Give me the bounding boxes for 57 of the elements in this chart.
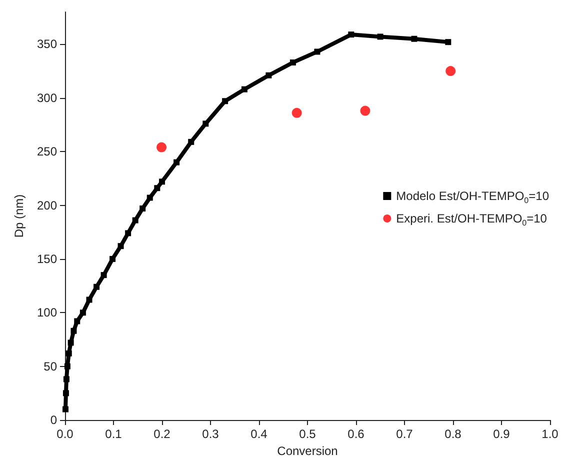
point <box>64 363 70 370</box>
y-tick-label: 150 <box>36 252 58 266</box>
point <box>66 350 72 356</box>
point <box>86 296 92 303</box>
x-tick-label: 0.8 <box>444 427 462 441</box>
point <box>202 120 209 127</box>
point <box>74 318 80 324</box>
point <box>63 376 70 382</box>
point <box>125 230 132 236</box>
point <box>62 406 68 412</box>
point <box>70 328 77 334</box>
y-tick-label: 100 <box>36 306 58 320</box>
y-tick-label: 300 <box>36 90 58 105</box>
point <box>446 66 456 76</box>
point <box>360 106 370 116</box>
point <box>266 72 272 78</box>
point <box>222 98 228 104</box>
point <box>100 272 107 278</box>
point <box>290 59 296 66</box>
point <box>154 185 160 192</box>
x-tick-label: 0.5 <box>299 427 316 441</box>
x-tick-label: 0.6 <box>348 427 365 441</box>
point <box>146 194 153 201</box>
point <box>110 256 116 262</box>
point <box>445 39 452 46</box>
y-tick-label: 250 <box>36 144 58 159</box>
y-tick-label: 50 <box>44 359 58 374</box>
x-axis-title: Conversion <box>277 444 338 458</box>
point <box>132 217 138 224</box>
point <box>94 284 100 290</box>
point <box>140 205 146 212</box>
point <box>156 142 167 152</box>
y-tick-label: 350 <box>36 37 58 52</box>
x-tick-label: 0.3 <box>202 427 220 441</box>
point <box>348 32 354 38</box>
point <box>241 86 248 92</box>
y-tick-label: 0 <box>50 413 58 427</box>
point <box>188 138 194 145</box>
point <box>377 34 384 40</box>
y-axis-title: Dp (nm) <box>12 194 26 238</box>
point <box>68 340 74 346</box>
x-tick-label: 0.4 <box>250 427 268 441</box>
point <box>118 243 124 250</box>
x-tick-label: 1.0 <box>542 427 559 441</box>
x-tick-label: 0.0 <box>56 427 74 441</box>
point <box>62 390 69 396</box>
point <box>314 48 320 55</box>
x-tick-label: 0.1 <box>105 427 122 441</box>
y-tick-label: 200 <box>36 198 58 212</box>
x-tick-label: 0.9 <box>493 427 510 441</box>
point <box>80 310 86 316</box>
point <box>174 159 180 166</box>
point <box>292 108 302 118</box>
point <box>411 36 418 42</box>
x-tick-label: 0.7 <box>396 427 414 441</box>
x-tick-label: 0.2 <box>154 427 171 441</box>
point <box>159 178 165 185</box>
